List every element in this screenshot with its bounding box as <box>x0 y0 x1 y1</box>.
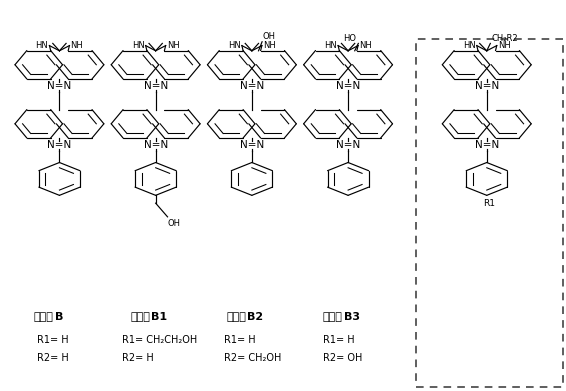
Text: HN: HN <box>324 41 337 50</box>
Text: N=N: N=N <box>475 140 499 150</box>
Text: 苏丹黑: 苏丹黑 <box>323 312 342 322</box>
Text: NH: NH <box>498 41 511 50</box>
Text: NH: NH <box>167 41 179 50</box>
Text: NH: NH <box>263 41 276 50</box>
Text: R2= H: R2= H <box>37 353 68 363</box>
Text: N=N: N=N <box>48 81 71 91</box>
Text: HN: HN <box>36 41 48 50</box>
Text: R1= H: R1= H <box>224 335 255 345</box>
Text: HO: HO <box>343 34 356 43</box>
Text: R2= OH: R2= OH <box>323 353 362 363</box>
Text: N=N: N=N <box>336 140 360 150</box>
Text: NH: NH <box>359 41 372 50</box>
Text: R1= CH₂CH₂OH: R1= CH₂CH₂OH <box>122 335 197 345</box>
Text: 苏丹黑: 苏丹黑 <box>130 312 150 322</box>
Text: N=N: N=N <box>475 81 499 91</box>
Text: N=N: N=N <box>336 81 360 91</box>
Text: R2= CH₂OH: R2= CH₂OH <box>224 353 281 363</box>
Text: OH: OH <box>168 219 181 228</box>
Text: N=N: N=N <box>240 81 264 91</box>
Text: OH: OH <box>262 32 275 41</box>
Text: CH₂R2: CH₂R2 <box>491 34 518 43</box>
Text: HN: HN <box>132 41 144 50</box>
Text: HN: HN <box>463 41 475 50</box>
Text: 苏丹黑: 苏丹黑 <box>34 312 54 322</box>
Text: N=N: N=N <box>240 140 264 150</box>
Text: R2= H: R2= H <box>122 353 153 363</box>
Text: N=N: N=N <box>48 140 71 150</box>
Bar <box>416 39 563 387</box>
Text: R1= H: R1= H <box>37 335 68 345</box>
Text: HN: HN <box>228 41 241 50</box>
Text: N=N: N=N <box>144 140 168 150</box>
Text: R1= H: R1= H <box>323 335 354 345</box>
Text: R1: R1 <box>483 199 495 208</box>
Text: B3: B3 <box>344 312 359 322</box>
Text: NH: NH <box>71 41 83 50</box>
Text: N=N: N=N <box>144 81 168 91</box>
Text: B: B <box>55 312 63 322</box>
Text: B2: B2 <box>247 312 263 322</box>
Text: 苏丹黑: 苏丹黑 <box>226 312 246 322</box>
Text: B1: B1 <box>151 312 167 322</box>
